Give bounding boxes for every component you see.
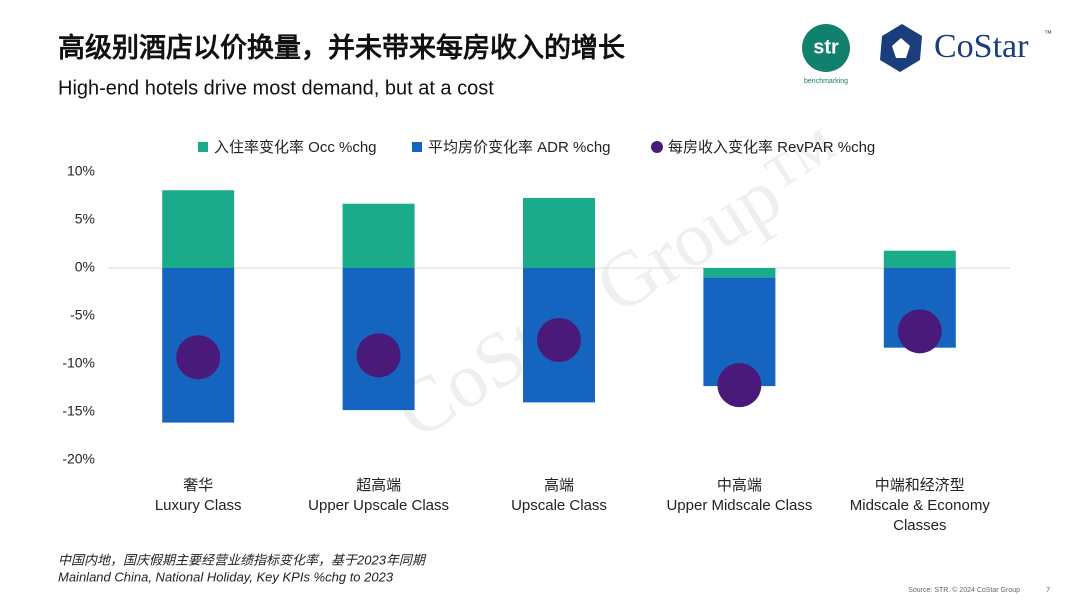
y-tick-label: 10%: [67, 163, 95, 179]
revpar-dot: [897, 309, 942, 354]
y-tick-label: -5%: [70, 307, 95, 323]
str-logo-sub: benchmarking: [804, 78, 848, 85]
y-tick-label: 0%: [75, 259, 95, 275]
legend-marker: [651, 141, 663, 153]
x-tick-label: 中端和经济型: [875, 477, 965, 494]
legend-label: 每房收入变化率 RevPAR %chg: [668, 139, 875, 156]
costar-tm: ™: [1044, 29, 1052, 38]
legend-marker: [412, 142, 422, 152]
x-tick-label: 超高端: [356, 477, 401, 494]
y-tick-label: -10%: [62, 355, 95, 371]
revpar-dot: [537, 318, 581, 362]
str-logo-circle: [802, 24, 850, 72]
costar-logo: CoStar ™: [880, 24, 1052, 72]
x-tick-label: Upper Midscale Class: [666, 497, 812, 514]
legend-marker: [198, 142, 208, 152]
revpar-dot: [356, 333, 401, 378]
x-tick-label: 奢华: [183, 477, 213, 494]
bar-segment: [523, 197, 595, 268]
x-tick-label: 高端: [544, 477, 574, 494]
bar-segment: [342, 203, 415, 268]
footnote: Mainland China, National Holiday, Key KP…: [58, 569, 394, 584]
x-tick-label: Upper Upscale Class: [308, 497, 449, 514]
str-logo: str benchmarking: [802, 24, 850, 85]
subtitle: High-end hotels drive most demand, but a…: [58, 77, 494, 99]
y-tick-label: 5%: [75, 211, 95, 227]
title: 高级别酒店以价换量，并未带来每房收入的增长: [58, 32, 626, 63]
y-tick-label: -20%: [62, 451, 95, 467]
legend-label: 入住率变化率 Occ %chg: [214, 139, 377, 156]
footnote: 中国内地，国庆假期主要经营业绩指标变化率，基于2023年同期: [58, 552, 427, 567]
costar-icon-center: [892, 38, 910, 58]
costar-text: CoStar: [934, 28, 1029, 65]
y-tick-label: -15%: [62, 403, 95, 419]
x-tick-label: Luxury Class: [155, 497, 242, 514]
revpar-dot: [176, 335, 221, 380]
bar-segment: [883, 250, 956, 268]
x-tick-label: Upscale Class: [511, 497, 607, 514]
bar-segment: [162, 190, 235, 268]
revpar-dot: [717, 363, 762, 408]
legend-label: 平均房价变化率 ADR %chg: [428, 139, 611, 156]
str-logo-text: str: [813, 36, 839, 58]
page-number: 7: [1046, 587, 1050, 594]
x-tick-label: 中高端: [717, 477, 762, 494]
x-tick-label: Classes: [893, 517, 946, 534]
source: Source: STR. © 2024 CoStar Group: [908, 586, 1020, 594]
bar-segment: [703, 268, 776, 278]
x-tick-label: Midscale & Economy: [850, 497, 991, 514]
